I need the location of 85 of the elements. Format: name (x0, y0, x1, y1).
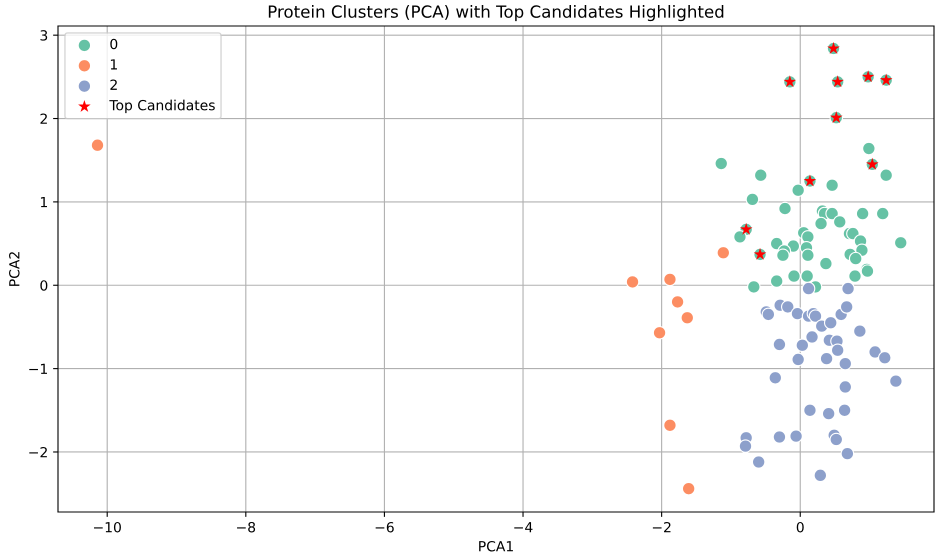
point (825, 206, 839, 220)
legend-label: 0 (110, 38, 118, 50)
point (848, 269, 862, 283)
point (670, 295, 684, 309)
point (856, 206, 870, 220)
point (663, 418, 677, 432)
x-tick-label: 0 (796, 522, 804, 532)
point (762, 308, 776, 322)
point (846, 226, 860, 240)
point (776, 248, 790, 262)
point (680, 311, 694, 325)
point (808, 309, 822, 323)
point (802, 282, 816, 296)
point (778, 202, 792, 216)
x-tick-label: −8 (237, 522, 256, 532)
point (838, 356, 852, 370)
point (894, 236, 908, 250)
point (805, 330, 819, 344)
x-tick-label: −2 (652, 522, 670, 532)
y-tick-label: −1 (29, 364, 47, 374)
x-axis-title: PCA1 (479, 540, 513, 552)
y-tick-label: 2 (40, 114, 47, 124)
point (825, 178, 839, 192)
point (791, 352, 805, 366)
point (733, 230, 747, 244)
point (626, 275, 640, 289)
point (770, 274, 784, 288)
point (789, 429, 803, 443)
point (801, 230, 815, 244)
point (824, 316, 838, 330)
point (879, 168, 893, 182)
point (840, 446, 854, 460)
point (819, 256, 833, 270)
point (781, 300, 795, 314)
point (838, 404, 852, 418)
legend-label: 1 (110, 59, 117, 70)
point (754, 168, 768, 182)
point (772, 338, 786, 352)
point (848, 252, 862, 266)
point (814, 468, 828, 482)
point (772, 430, 786, 444)
point (801, 248, 815, 262)
point (746, 192, 760, 206)
point (714, 156, 728, 170)
point (791, 183, 805, 197)
point (796, 338, 810, 352)
point (841, 282, 855, 296)
point (787, 269, 801, 283)
point (800, 269, 814, 283)
x-tick-label: −6 (376, 522, 394, 532)
point (878, 351, 892, 365)
y-tick-label: 0 (40, 280, 48, 291)
point (768, 371, 782, 385)
point (820, 352, 834, 366)
point (889, 374, 903, 388)
point (738, 439, 752, 453)
point (840, 300, 854, 314)
point (838, 380, 852, 394)
point (830, 344, 844, 358)
point (803, 404, 817, 418)
y-tick-label: 1 (40, 197, 47, 208)
y-tick-label: 3 (40, 30, 48, 41)
chart-title: Protein Clusters (PCA) with Top Candidates Highlighted (268, 5, 724, 22)
x-tick-label: −4 (514, 522, 532, 532)
y-axis-title: PCA2 (9, 252, 20, 286)
point (752, 455, 766, 469)
legend-label: 2 (110, 80, 117, 90)
point (652, 326, 666, 340)
point (814, 216, 828, 230)
point (747, 280, 761, 294)
point (853, 324, 867, 338)
point (832, 215, 847, 229)
x-tick-label: −10 (94, 522, 121, 532)
point (716, 246, 730, 260)
point (790, 306, 804, 320)
y-tick-label: −2 (29, 446, 47, 458)
point (682, 482, 696, 496)
point (663, 272, 677, 286)
point (862, 142, 876, 156)
point (822, 406, 836, 420)
legend-label: Top Candidates (109, 100, 215, 114)
point (868, 345, 882, 359)
point (90, 138, 104, 152)
point (876, 206, 890, 220)
point (830, 432, 844, 446)
